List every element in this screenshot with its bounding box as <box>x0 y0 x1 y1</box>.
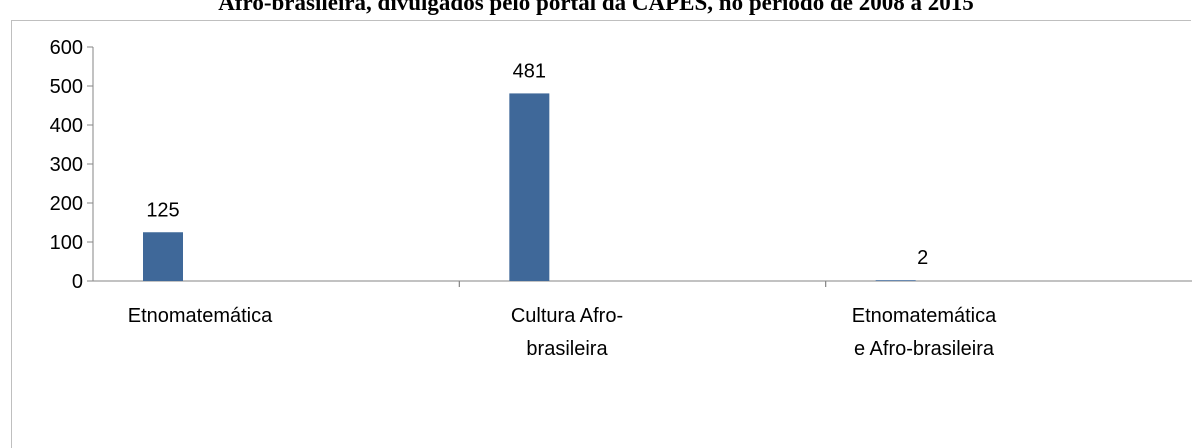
data-label: 2 <box>917 247 928 269</box>
y-tick-label: 400 <box>50 115 83 137</box>
category-label: brasileira <box>526 338 608 360</box>
x-axis <box>93 280 1192 287</box>
bar <box>875 280 916 281</box>
bar <box>509 93 550 281</box>
category-labels: Etnomatemática Cultura Afro-brasileira Etn… <box>128 305 997 360</box>
data-labels: 125 481 2 <box>146 60 928 269</box>
y-tick-label: 300 <box>50 154 83 176</box>
category-label: Etnomatemática <box>128 305 273 327</box>
y-axis: 0 100 200 300 400 500 600 <box>50 37 94 293</box>
chart-title: Afro-brasileira, divulgados pelo portal … <box>218 0 974 15</box>
category-label: Cultura Afro- <box>511 305 623 327</box>
bars <box>143 93 916 281</box>
data-label: 125 <box>146 199 179 221</box>
y-tick-label: 500 <box>50 76 83 98</box>
category-label: e Afro-brasileira <box>854 338 995 360</box>
data-label: 481 <box>513 60 546 82</box>
bar <box>143 232 183 281</box>
category-label: Etnomatemática <box>852 305 997 327</box>
y-tick-label: 0 <box>72 271 83 293</box>
y-tick-label: 600 <box>50 37 83 59</box>
chart-frame <box>11 20 1191 448</box>
y-tick-label: 100 <box>50 232 83 254</box>
y-tick-label: 200 <box>50 193 83 215</box>
